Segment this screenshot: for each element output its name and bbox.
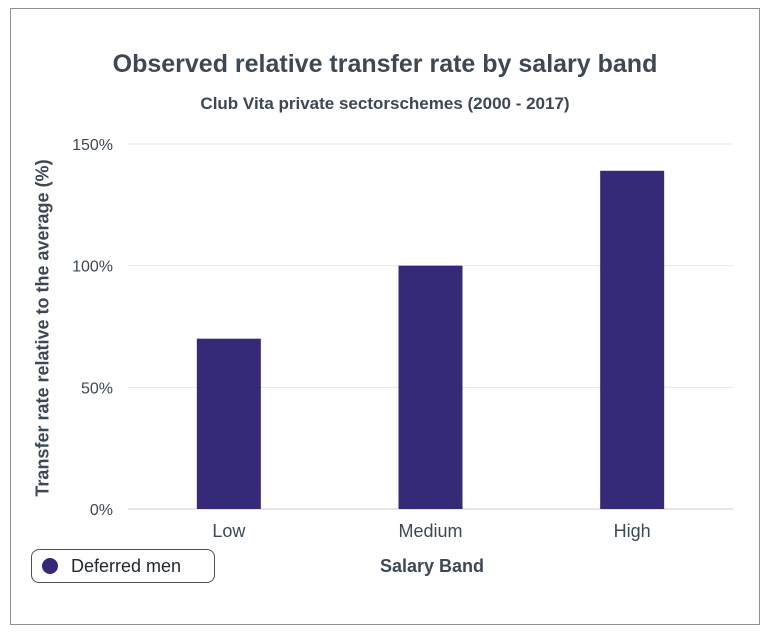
chart-subtitle: Club Vita private sectorschemes (2000 - … [200, 94, 570, 113]
legend-label: Deferred men [71, 555, 182, 576]
chart-title: Observed relative transfer rate by salar… [112, 50, 658, 78]
bar [600, 170, 665, 509]
x-tick-label: Medium [398, 521, 462, 541]
y-tick-label: 100% [72, 259, 113, 276]
x-axis-label: Salary Band [379, 556, 485, 576]
x-tick-label: Low [212, 521, 246, 541]
y-tick-label: 150% [72, 137, 113, 154]
y-tick-label: 0% [90, 502, 113, 519]
y-tick-label: 50% [81, 380, 113, 397]
legend: Deferred men [31, 549, 215, 583]
bar [398, 265, 463, 509]
x-tick-label: High [614, 521, 651, 541]
bar [196, 338, 261, 509]
legend-swatch [42, 558, 58, 574]
y-axis-label: Transfer rate relative to the average (%… [32, 159, 53, 497]
